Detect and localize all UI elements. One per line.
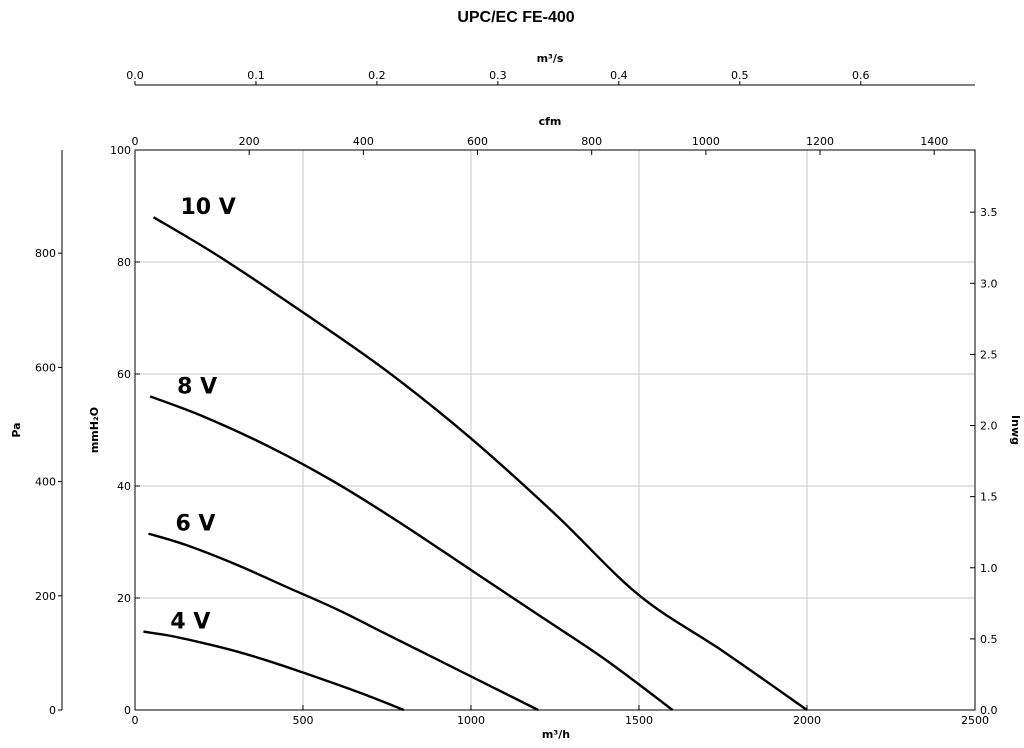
curve-4v <box>143 630 405 712</box>
curve-8v <box>149 395 674 711</box>
y-mmh2o-tick-label: 60 <box>117 368 131 381</box>
x-bottom-tick-label: 1500 <box>625 714 653 727</box>
y-pa-label: Pa <box>10 422 23 437</box>
y-mmh2o-tick-label: 100 <box>110 144 131 157</box>
curve-label-4v: 4 V <box>170 610 210 635</box>
grid-lines <box>135 150 975 710</box>
y-pa-tick-label: 600 <box>35 361 56 374</box>
y-mmh2o-label: mmH₂O <box>88 407 101 453</box>
x-cfm-tick-label: 600 <box>467 135 488 148</box>
x-bottom-tick-label: 500 <box>293 714 314 727</box>
curve-label-8v: 8 V <box>177 374 217 399</box>
x-m3s-tick-label: 0.4 <box>610 69 628 82</box>
curve-10v <box>152 216 808 711</box>
y-pa-tick-label: 400 <box>35 476 56 489</box>
y-mmh2o-tick-label: 40 <box>117 480 131 493</box>
x-cfm-tick-label: 1000 <box>692 135 720 148</box>
x-cfm-tick-label: 200 <box>239 135 260 148</box>
plot-frame <box>134 149 976 711</box>
y-inwg-tick-label: 2.5 <box>980 348 998 361</box>
curve-6v <box>148 532 539 712</box>
chart-title: UPC/EC FE-400 <box>457 9 574 26</box>
x-top-cfm-label: cfm <box>539 115 562 128</box>
x-m3s-tick-label: 0.1 <box>247 69 265 82</box>
x-m3s-tick-label: 0.5 <box>731 69 749 82</box>
axes: 0 500 1000 1500 2000 25000204060801000.00.51.… <box>35 69 998 727</box>
y-inwg-tick-label: 0.0 <box>980 704 998 717</box>
curve-label-6v: 6 V <box>175 512 215 537</box>
y-mmh2o-tick-label: 20 <box>117 592 131 605</box>
y-inwg-tick-label: 1.0 <box>980 562 998 575</box>
y-inwg-tick-label: 3.0 <box>980 277 998 290</box>
y-pa-tick-label: 200 <box>35 590 56 603</box>
x-cfm-tick-label: 800 <box>581 135 602 148</box>
x-cfm-tick-label: 400 <box>353 135 374 148</box>
x-bottom-tick-label: 1000 <box>457 714 485 727</box>
x-bottom-tick-label: 2000 <box>793 714 821 727</box>
x-cfm-tick-label: 1200 <box>806 135 834 148</box>
x-m3s-tick-label: 0.0 <box>126 69 144 82</box>
y-mmh2o-tick-label: 0 <box>124 704 131 717</box>
x-m3s-tick-label: 0.2 <box>368 69 386 82</box>
y-inwg-tick-label: 2.0 <box>980 420 998 433</box>
x-bottom-tick-label: 0 <box>132 714 139 727</box>
x-bottom-label: m³/h <box>542 728 570 741</box>
y-inwg-tick-label: 1.5 <box>980 491 998 504</box>
curve-label-10v: 10 V <box>180 195 235 220</box>
x-m3s-tick-label: 0.6 <box>852 69 870 82</box>
x-cfm-tick-label: 0 <box>132 135 139 148</box>
y-pa-tick-label: 0 <box>49 704 56 717</box>
y-mmh2o-tick-label: 80 <box>117 256 131 269</box>
x-top-m3s-label: m³/s <box>537 52 564 65</box>
y-pa-tick-label: 800 <box>35 247 56 260</box>
y-inwg-tick-label: 0.5 <box>980 633 998 646</box>
x-m3s-tick-label: 0.3 <box>489 69 507 82</box>
y-inwg-tick-label: 3.5 <box>980 206 998 219</box>
x-bottom-tick-label: 2500 <box>961 714 989 727</box>
y-inwg-label: Inwg <box>1009 415 1022 445</box>
x-cfm-tick-label: 1400 <box>920 135 948 148</box>
performance-curves: 10 V 8 V 6 V 4 V <box>143 195 808 712</box>
